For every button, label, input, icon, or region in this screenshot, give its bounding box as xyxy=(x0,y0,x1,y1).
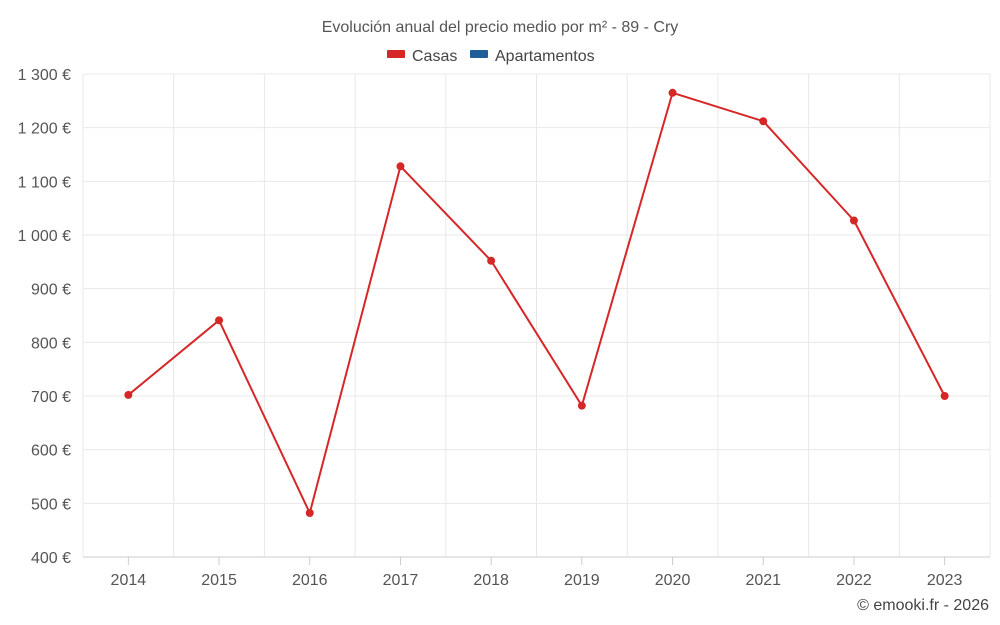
credit-text: © emooki.fr - 2026 xyxy=(857,597,989,614)
data-point-casas-2023[interactable] xyxy=(940,392,949,400)
data-point-casas-2016[interactable] xyxy=(305,508,314,517)
x-tick-label: 2014 xyxy=(111,572,147,589)
data-point-casas-2018[interactable] xyxy=(487,256,496,265)
data-point-casas-2017[interactable] xyxy=(396,162,405,171)
y-tick-label: 800 € xyxy=(31,335,71,352)
legend-item-apartamentos[interactable]: Apartamentos xyxy=(470,48,595,65)
y-tick-label: 1 100 € xyxy=(18,174,71,191)
x-tick-label: 2018 xyxy=(473,572,509,589)
y-tick-label: 900 € xyxy=(31,282,71,299)
legend-item-casas[interactable]: Casas xyxy=(387,48,457,65)
y-tick-label: 600 € xyxy=(31,443,71,460)
x-tick-label: 2019 xyxy=(564,572,600,589)
y-tick-label: 1 300 € xyxy=(18,67,71,84)
legend-swatch-apartamentos xyxy=(470,50,488,58)
y-axis-ticks: 400 € 500 € 600 € 700 € 800 € 900 € 1 000 € 1 1… xyxy=(18,67,71,567)
y-tick-label: 1 200 € xyxy=(18,121,71,138)
data-point-casas-2019[interactable] xyxy=(577,401,586,410)
x-tick-label: 2020 xyxy=(655,572,691,589)
legend: Casas Apartamentos xyxy=(387,48,595,65)
legend-swatch-casas xyxy=(387,50,405,58)
series-layer xyxy=(124,88,949,517)
data-point-casas-2015[interactable] xyxy=(215,316,224,325)
y-tick-label: 1 000 € xyxy=(18,228,71,245)
x-tick-label: 2017 xyxy=(383,572,419,589)
x-tick-label: 2023 xyxy=(927,572,963,589)
x-tick-label: 2021 xyxy=(745,572,781,589)
data-point-casas-2022[interactable] xyxy=(849,216,858,225)
x-tick-label: 2015 xyxy=(201,572,237,589)
x-tick-label: 2022 xyxy=(836,572,872,589)
x-tick-label: 2016 xyxy=(292,572,328,589)
y-tick-label: 700 € xyxy=(31,389,71,406)
y-tick-label: 400 € xyxy=(31,550,71,567)
series-line-casas xyxy=(127,91,946,514)
legend-label-apartamentos: Apartamentos xyxy=(495,48,595,65)
legend-label-casas: Casas xyxy=(412,48,457,65)
data-point-casas-2020[interactable] xyxy=(668,88,677,97)
data-point-casas-2014[interactable] xyxy=(124,390,133,399)
x-axis-ticks: 2014 2015 2016 2017 2018 2019 2020 2021 2022 2023 xyxy=(111,557,963,589)
chart-title: Evolución anual del precio medio por m² … xyxy=(322,19,679,36)
grid xyxy=(82,73,991,558)
y-tick-label: 500 € xyxy=(31,496,71,513)
data-point-casas-2021[interactable] xyxy=(759,117,768,126)
